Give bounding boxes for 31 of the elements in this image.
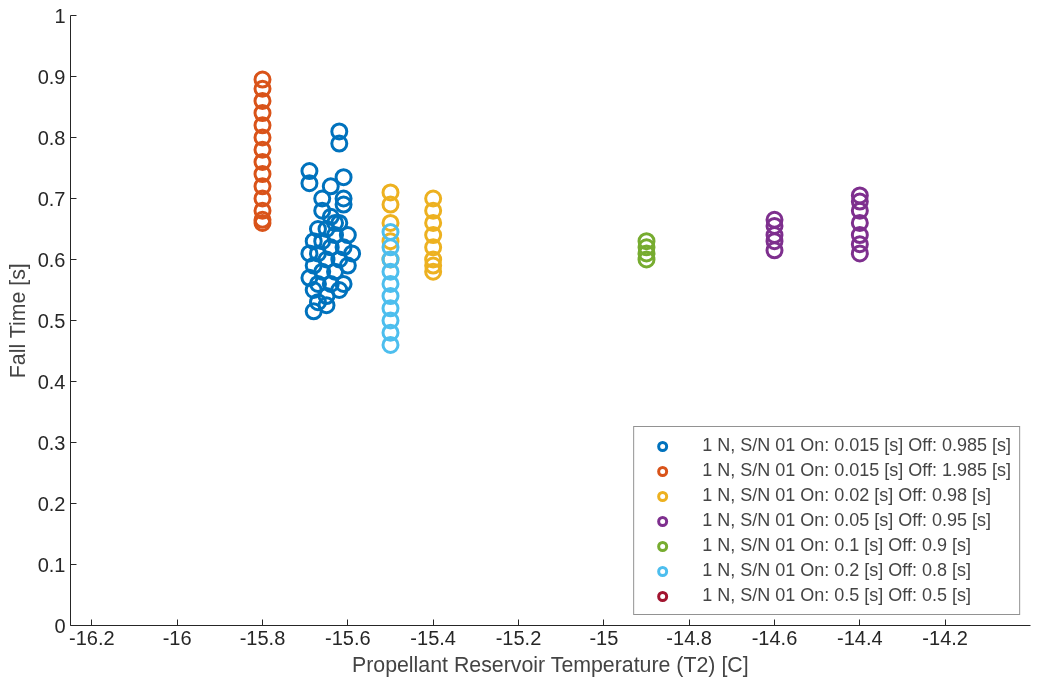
legend-label: 1 N, S/N 01 On: 0.05 [s] Off: 0.95 [s] [702,510,991,531]
x-tick-label: -15.8 [239,626,286,649]
x-tick-label: -15.2 [495,626,542,649]
x-tick-label: -14.2 [922,626,968,649]
legend-label: 1 N, S/N 01 On: 0.015 [s] Off: 0.985 [s] [702,435,1011,456]
y-tick-label: 0.3 [37,431,66,454]
legend-label: 1 N, S/N 01 On: 0.1 [s] Off: 0.9 [s] [702,535,971,556]
x-tick-label: -14.8 [666,626,712,649]
y-tick-label: 0.5 [37,309,66,332]
y-tick-label: 0.4 [37,370,66,393]
legend-label: 1 N, S/N 01 On: 0.5 [s] Off: 0.5 [s] [702,585,971,606]
x-tick-label: -16.2 [69,626,115,649]
legend-label: 1 N, S/N 01 On: 0.015 [s] Off: 1.985 [s] [702,460,1011,481]
legend-label: 1 N, S/N 01 On: 0.02 [s] Off: 0.98 [s] [702,485,991,506]
x-tick-label: -15.4 [410,626,456,649]
x-tick-label: -15 [589,626,619,649]
x-tick-label: -15.6 [325,626,371,649]
x-tick-label: -14.6 [751,626,798,649]
y-tick-label: 0.6 [37,248,66,271]
y-tick-label: 1 [54,4,66,27]
x-axis-title: Propellant Reservoir Temperature (T2) [C] [351,652,749,677]
y-tick-label: 0 [54,614,66,637]
x-tick-label: -16 [162,626,192,649]
x-tick-label: -14.4 [837,626,883,649]
y-tick-label: 0.8 [37,126,66,149]
y-tick-label: 0.9 [37,65,66,88]
y-axis-title: Fall Time [s] [5,263,30,379]
legend-label: 1 N, S/N 01 On: 0.2 [s] Off: 0.8 [s] [702,560,971,581]
y-tick-label: 0.1 [37,553,66,576]
y-tick-label: 0.7 [37,187,66,210]
y-tick-label: 0.2 [37,492,66,515]
